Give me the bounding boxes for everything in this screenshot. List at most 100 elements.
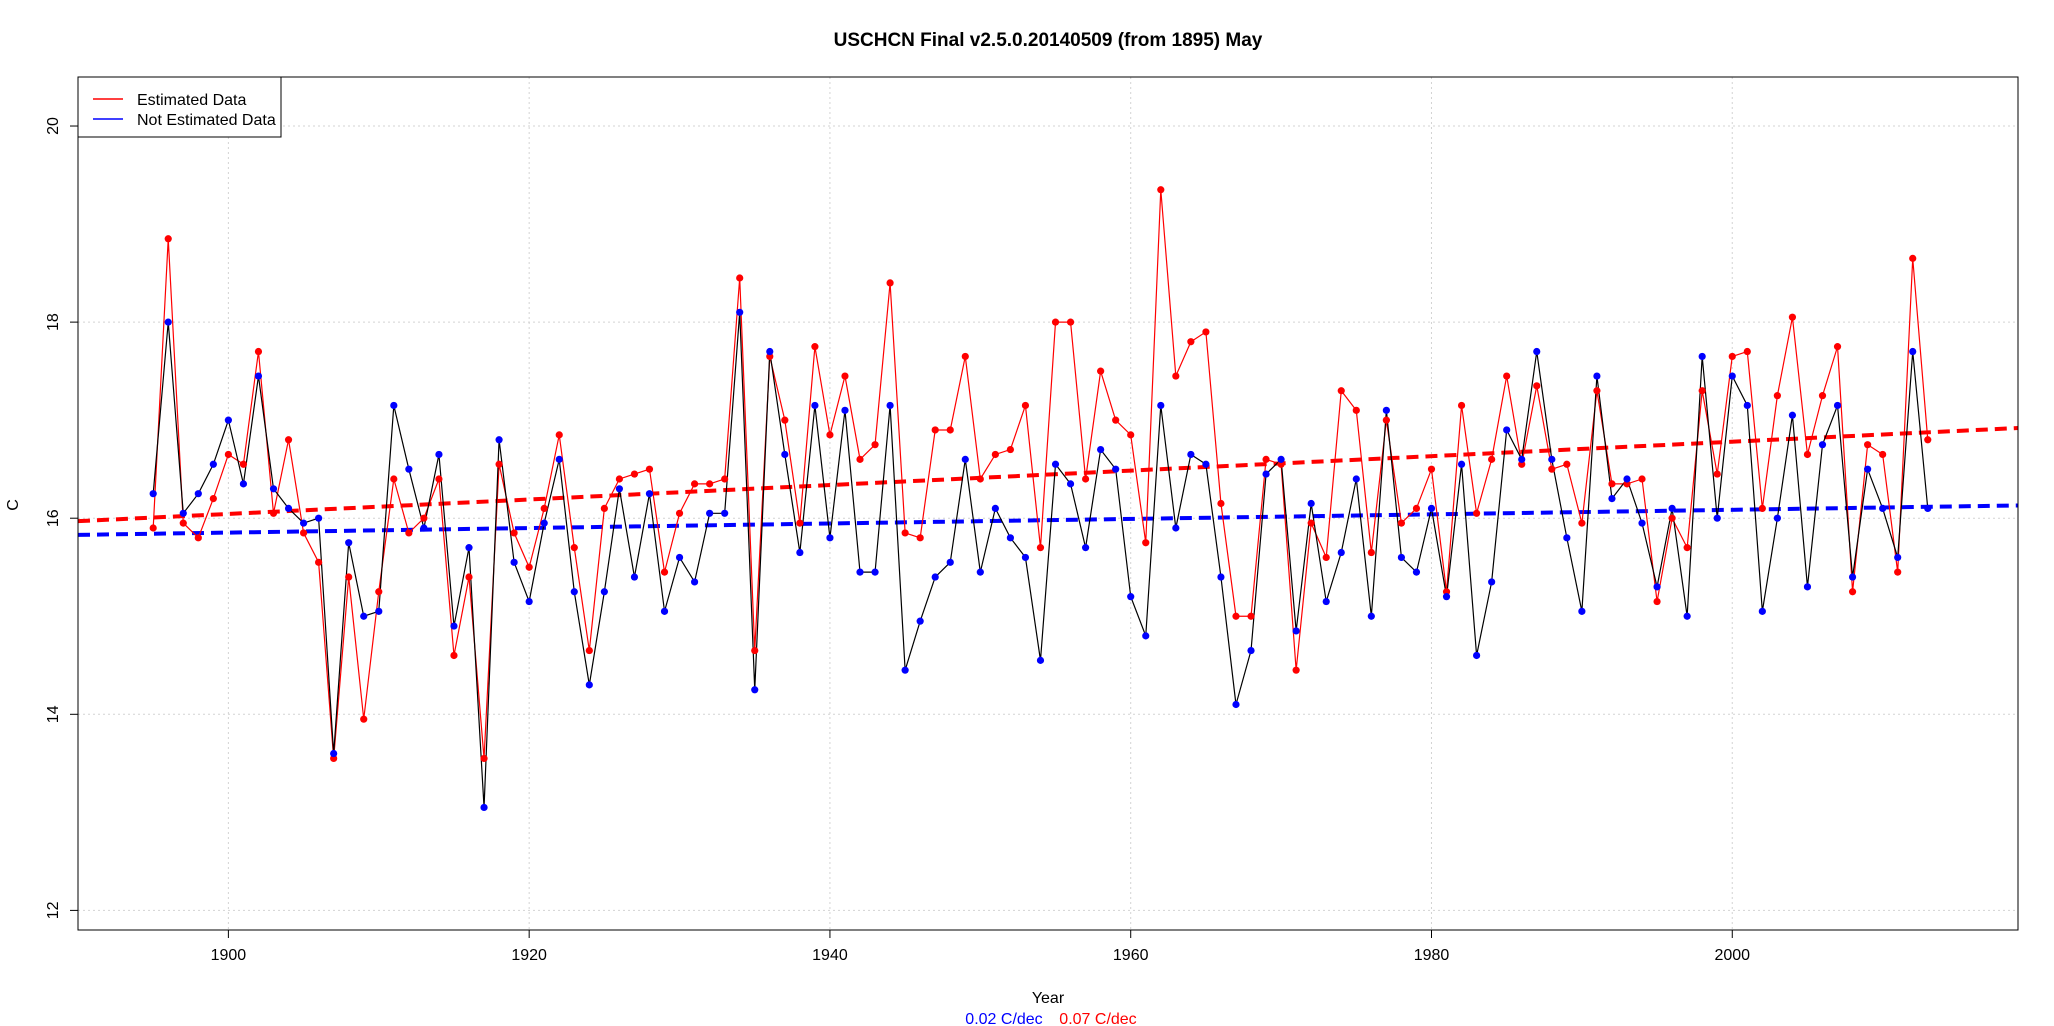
estimated-point bbox=[1292, 666, 1300, 674]
not-estimated-point bbox=[1382, 406, 1390, 414]
not-estimated-point bbox=[1066, 480, 1075, 488]
estimated-point bbox=[1112, 416, 1120, 424]
estimated-point bbox=[886, 279, 894, 287]
estimated-point bbox=[1307, 519, 1315, 527]
plot-frame bbox=[77, 76, 2019, 931]
trend-line bbox=[77, 503, 2019, 537]
estimated-point bbox=[1803, 450, 1812, 459]
not-estimated-point bbox=[645, 490, 654, 498]
not-estimated-point bbox=[1397, 553, 1406, 562]
not-estimated-point bbox=[1758, 607, 1766, 615]
not-estimated-point bbox=[796, 548, 804, 557]
estimated-point bbox=[1653, 597, 1661, 606]
estimated-point bbox=[1036, 544, 1045, 552]
estimated-point bbox=[1533, 382, 1541, 390]
estimated-point bbox=[209, 494, 217, 503]
not-estimated-point bbox=[1578, 607, 1586, 615]
not-estimated-point bbox=[149, 490, 157, 498]
not-estimated-point bbox=[946, 558, 954, 566]
not-estimated-point bbox=[600, 588, 608, 596]
estimated-point bbox=[420, 514, 428, 522]
not-estimated-point bbox=[1788, 411, 1797, 419]
estimated-point bbox=[1894, 568, 1902, 576]
estimated-point bbox=[540, 504, 548, 513]
x-tick-label: 1980 bbox=[1414, 947, 1450, 964]
estimated-point bbox=[1262, 455, 1270, 463]
estimated-point bbox=[916, 534, 924, 542]
estimated-point bbox=[194, 534, 202, 542]
estimated-point bbox=[1488, 455, 1496, 463]
estimated-point bbox=[510, 529, 518, 537]
estimated-point bbox=[1563, 460, 1571, 468]
estimated-point bbox=[390, 475, 398, 483]
not-estimated-point bbox=[495, 436, 503, 444]
not-estimated-point bbox=[1412, 568, 1421, 576]
estimated-point bbox=[405, 529, 413, 537]
not-estimated-point bbox=[1698, 352, 1706, 361]
not-estimated-point bbox=[1232, 700, 1240, 709]
estimated-point bbox=[600, 504, 608, 513]
estimated-point bbox=[525, 563, 533, 571]
estimated-point bbox=[1157, 186, 1165, 194]
not-estimated-point bbox=[841, 406, 849, 414]
not-estimated-point bbox=[1262, 470, 1270, 478]
estimated-point bbox=[1217, 499, 1225, 508]
estimated-point bbox=[630, 470, 639, 478]
estimated-point bbox=[796, 519, 804, 527]
not-estimated-point bbox=[465, 544, 473, 552]
not-estimated-point bbox=[1172, 524, 1180, 532]
estimated-point bbox=[706, 480, 714, 488]
trend-lines bbox=[77, 426, 2019, 537]
not-estimated-point bbox=[1277, 455, 1285, 463]
not-estimated-point bbox=[976, 568, 984, 576]
not-estimated-point bbox=[269, 485, 278, 493]
not-estimated-point bbox=[721, 509, 729, 517]
not-estimated-point bbox=[1518, 455, 1526, 463]
not-estimated-point bbox=[615, 485, 623, 493]
estimated-point bbox=[721, 475, 729, 483]
not-estimated-point bbox=[209, 460, 217, 468]
not-estimated-point bbox=[510, 558, 518, 566]
not-estimated-point bbox=[1367, 612, 1375, 620]
estimated-point bbox=[1788, 313, 1797, 321]
not-estimated-point bbox=[1728, 372, 1736, 380]
legend-box bbox=[77, 76, 282, 138]
not-estimated-point bbox=[1803, 583, 1812, 591]
not-estimated-point bbox=[585, 681, 593, 689]
estimated-point bbox=[826, 431, 834, 439]
estimated-point bbox=[1127, 431, 1135, 439]
estimated-point bbox=[1247, 612, 1255, 620]
estimated-point bbox=[254, 347, 263, 356]
x-tick-label: 1920 bbox=[511, 947, 547, 964]
estimated-point bbox=[781, 416, 789, 424]
not-estimated-point bbox=[1457, 460, 1466, 468]
estimated-point bbox=[1683, 544, 1691, 552]
not-estimated-point bbox=[1548, 455, 1556, 463]
estimated-point bbox=[660, 568, 669, 576]
estimated-point bbox=[1172, 372, 1180, 380]
not-estimated-point bbox=[886, 401, 894, 410]
not-estimated-point bbox=[675, 553, 684, 562]
not-estimated-point bbox=[1322, 597, 1330, 606]
not-estimated-series-line bbox=[152, 312, 1929, 808]
estimated-point bbox=[751, 646, 759, 655]
not-estimated-point bbox=[1473, 651, 1481, 660]
estimated-point bbox=[179, 519, 187, 527]
not-estimated-point bbox=[630, 573, 639, 581]
estimated-point bbox=[1698, 387, 1706, 395]
estimated-point bbox=[856, 455, 864, 463]
estimated-point bbox=[465, 573, 473, 581]
estimated-point bbox=[555, 431, 563, 439]
not-estimated-point bbox=[435, 450, 443, 459]
not-estimated-point bbox=[736, 308, 744, 316]
estimated-point bbox=[901, 529, 909, 537]
estimated-point bbox=[1457, 401, 1466, 410]
x-tick-label: 1960 bbox=[1113, 947, 1149, 964]
estimated-point bbox=[1427, 465, 1436, 473]
not-estimated-point bbox=[1668, 504, 1676, 513]
estimated-point bbox=[645, 465, 654, 473]
estimated-point bbox=[149, 524, 157, 532]
not-estimated-point bbox=[871, 568, 879, 576]
estimated-point bbox=[1367, 548, 1375, 557]
not-estimated-point bbox=[1894, 553, 1902, 562]
